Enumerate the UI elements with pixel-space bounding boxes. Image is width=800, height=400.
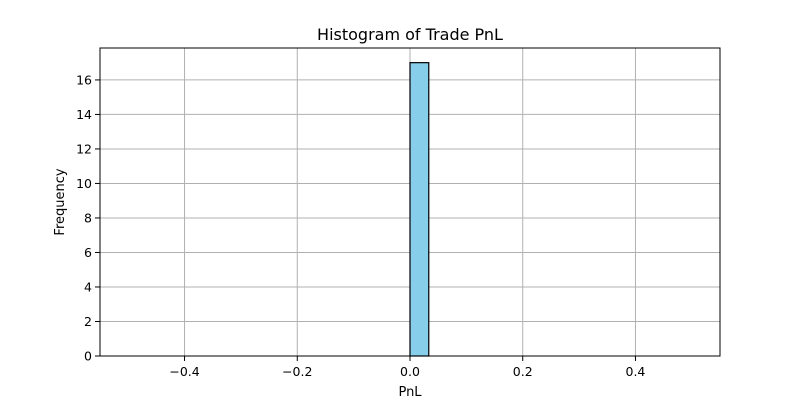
y-tick-label-2: 4 — [84, 279, 92, 294]
x-tick-label-3: 0.2 — [513, 364, 533, 379]
x-tick-label-4: 0.4 — [626, 364, 646, 379]
y-tick-label-0: 0 — [84, 349, 92, 364]
x-tick-label-0: −0.4 — [169, 364, 199, 379]
y-tick-label-1: 2 — [84, 314, 92, 329]
y-tick-label-8: 16 — [76, 72, 92, 87]
x-axis-ticks: −0.4 −0.2 0.0 0.2 0.4 — [169, 356, 645, 379]
y-axis-label: Frequency — [53, 168, 68, 235]
y-tick-label-4: 8 — [84, 210, 92, 225]
y-tick-label-5: 10 — [76, 176, 92, 191]
histogram-bar-0 — [409, 62, 430, 357]
x-tick-label-2: 0.0 — [400, 364, 420, 379]
y-tick-label-7: 14 — [76, 107, 92, 122]
bars — [128, 62, 692, 357]
y-axis-ticks: 0 2 4 6 8 10 12 14 16 — [76, 72, 100, 364]
y-tick-label-3: 6 — [84, 245, 92, 260]
x-tick-label-1: −0.2 — [282, 364, 312, 379]
chart-title: Histogram of Trade PnL — [317, 25, 503, 44]
x-axis-label: PnL — [398, 385, 422, 400]
y-tick-label-6: 12 — [76, 141, 92, 156]
